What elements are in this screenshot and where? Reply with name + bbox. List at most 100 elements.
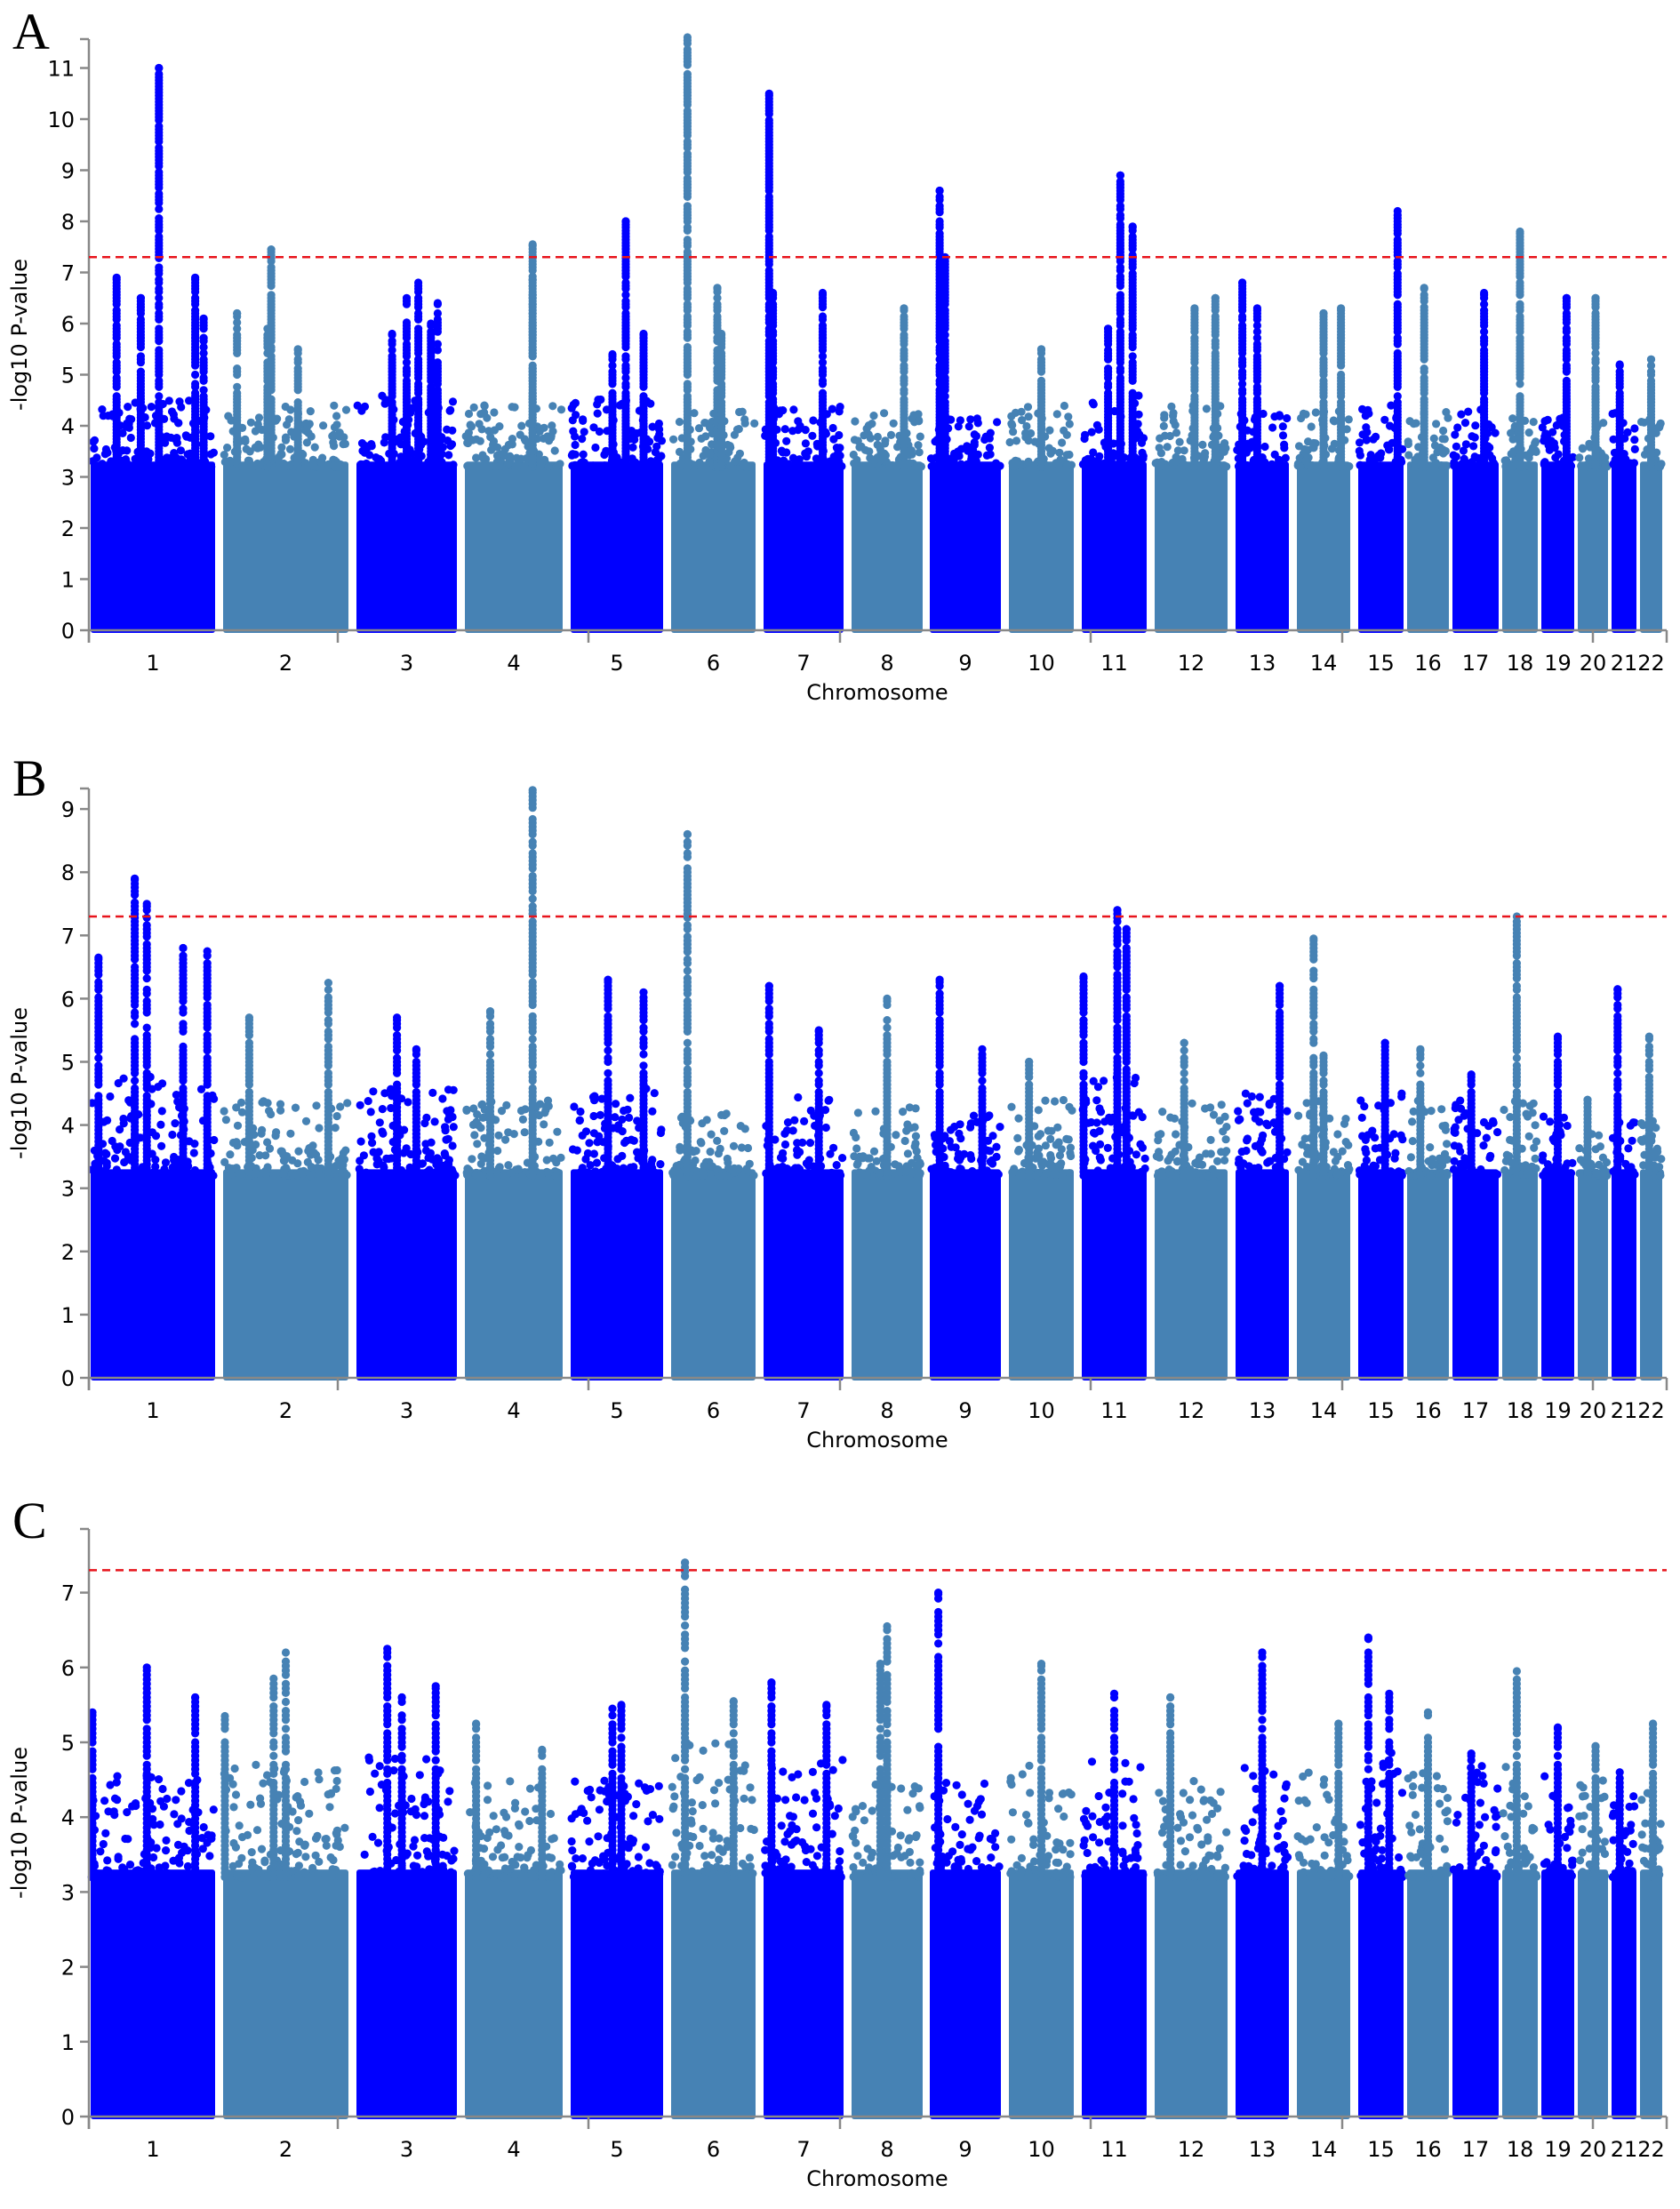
snp-point (826, 457, 835, 466)
snp-point (307, 1171, 316, 1181)
snp-point (1007, 420, 1016, 428)
snp-point (1023, 403, 1033, 412)
chr-block-1 (91, 1169, 215, 1381)
peak-point (199, 314, 208, 323)
snp-point (648, 422, 657, 431)
y-tick-label: 9 (61, 159, 75, 184)
snp-point (116, 1171, 124, 1180)
peak-point (267, 245, 276, 254)
peak-point (1252, 304, 1261, 313)
snp-point (166, 433, 175, 442)
x-tick-label: 2 (279, 651, 292, 676)
snp-point (324, 1068, 332, 1077)
snp-point (1543, 415, 1552, 424)
snp-point (199, 333, 208, 342)
snp-point (1011, 461, 1020, 470)
snp-point (330, 401, 339, 410)
snp-point (324, 1027, 332, 1036)
snp-point (123, 446, 132, 455)
snp-point (155, 143, 164, 152)
snp-point (251, 427, 260, 436)
snp-point (142, 1023, 151, 1032)
chr-block-9 (930, 461, 1001, 633)
snp-point (355, 1165, 364, 1173)
chr-block-15 (1358, 461, 1404, 633)
snp-point (369, 1087, 378, 1096)
y-tick-label: 10 (47, 108, 75, 132)
snp-point (579, 450, 588, 459)
snp-point (602, 446, 611, 455)
snp-point (199, 386, 208, 395)
snp-point (1453, 423, 1462, 432)
x-tick-label: 5 (610, 651, 623, 676)
snp-point (683, 69, 692, 78)
snp-point (179, 1042, 188, 1051)
snp-point (324, 1088, 332, 1097)
snp-point (203, 1031, 212, 1040)
snp-point (628, 443, 637, 452)
snp-point (414, 324, 423, 333)
snp-point (124, 403, 132, 412)
snp-point (801, 426, 810, 435)
peak-point (1615, 360, 1624, 369)
snp-point (120, 461, 130, 470)
snp-point (130, 462, 139, 471)
snp-point (393, 1053, 402, 1062)
snp-point (254, 413, 264, 422)
snp-point (1172, 428, 1181, 437)
peak-point (1211, 293, 1220, 302)
snp-point (336, 1102, 345, 1111)
snp-point (724, 448, 733, 457)
chr-block-18 (1502, 461, 1538, 633)
peak-point (244, 1013, 253, 1022)
snp-point (956, 460, 965, 468)
snp-point (433, 358, 442, 367)
snp-point (362, 459, 371, 468)
snp-point (589, 423, 598, 432)
snp-point (189, 1149, 198, 1157)
snp-point (794, 417, 803, 426)
snp-point (179, 1004, 188, 1013)
snp-point (1442, 408, 1451, 417)
snp-point (163, 453, 172, 462)
snp-point (528, 281, 537, 291)
snp-point (340, 439, 349, 448)
snp-point (155, 346, 164, 355)
snp-point (247, 462, 256, 471)
snp-point (1311, 408, 1320, 417)
snp-point (315, 1124, 324, 1133)
snp-point (608, 388, 617, 397)
snp-point (173, 460, 182, 469)
snp-point (1640, 418, 1649, 427)
y-tick-label: 2 (61, 516, 75, 541)
snp-point (449, 1123, 458, 1132)
snp-point (381, 433, 390, 442)
x-axis-title: Chromosome (806, 680, 948, 705)
snp-point (182, 432, 191, 441)
x-tick-label: 8 (880, 651, 893, 676)
snp-point (131, 963, 140, 972)
snp-point (655, 425, 664, 434)
data-points (88, 786, 1666, 1381)
snp-point (504, 440, 513, 450)
snp-point (380, 1170, 388, 1179)
snp-point (433, 340, 442, 348)
snp-point (1412, 455, 1420, 464)
peak-point (1104, 324, 1113, 333)
snp-point (441, 1126, 450, 1135)
peak-point (528, 240, 537, 249)
snp-point (675, 447, 684, 456)
chr-block-22 (1640, 461, 1662, 633)
snp-point (1540, 458, 1549, 467)
snp-point (241, 435, 250, 444)
snp-point (1524, 428, 1533, 437)
snp-point (402, 376, 412, 385)
snp-point (414, 355, 423, 364)
snp-point (1431, 460, 1440, 468)
snp-point (747, 462, 756, 471)
snp-point (539, 434, 548, 443)
y-tick-label: 8 (61, 210, 75, 235)
snp-point (1384, 445, 1394, 454)
snp-point (356, 1137, 365, 1146)
snp-point (1601, 461, 1610, 470)
